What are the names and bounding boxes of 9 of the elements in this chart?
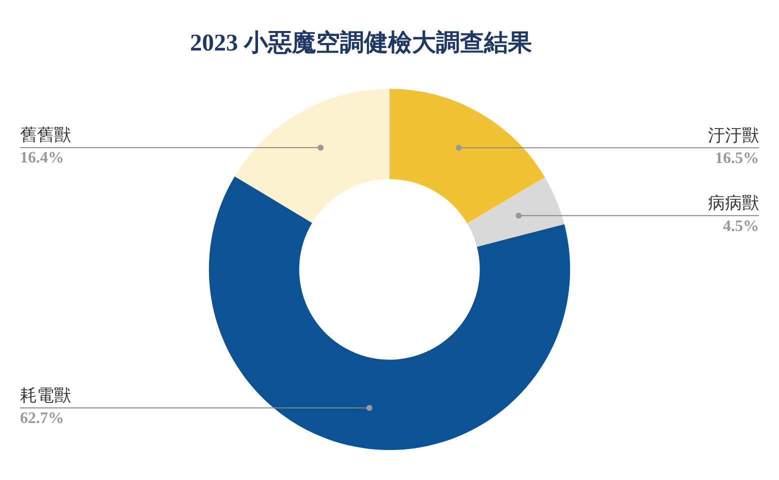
data-label: 4.5% (723, 218, 759, 235)
slice-label: 病病獸 (708, 194, 759, 213)
data-label: 16.4% (20, 150, 64, 167)
data-label: 62.7% (20, 410, 64, 428)
chart-title: 2023 小惡魔空調健檢大調查結果 (190, 30, 532, 57)
slice-label: 汙汙獸 (708, 126, 759, 145)
slice-label: 耗電獸 (20, 386, 71, 405)
slice-label: 舊舊獸 (20, 126, 71, 145)
data-label: 16.5% (715, 150, 759, 167)
